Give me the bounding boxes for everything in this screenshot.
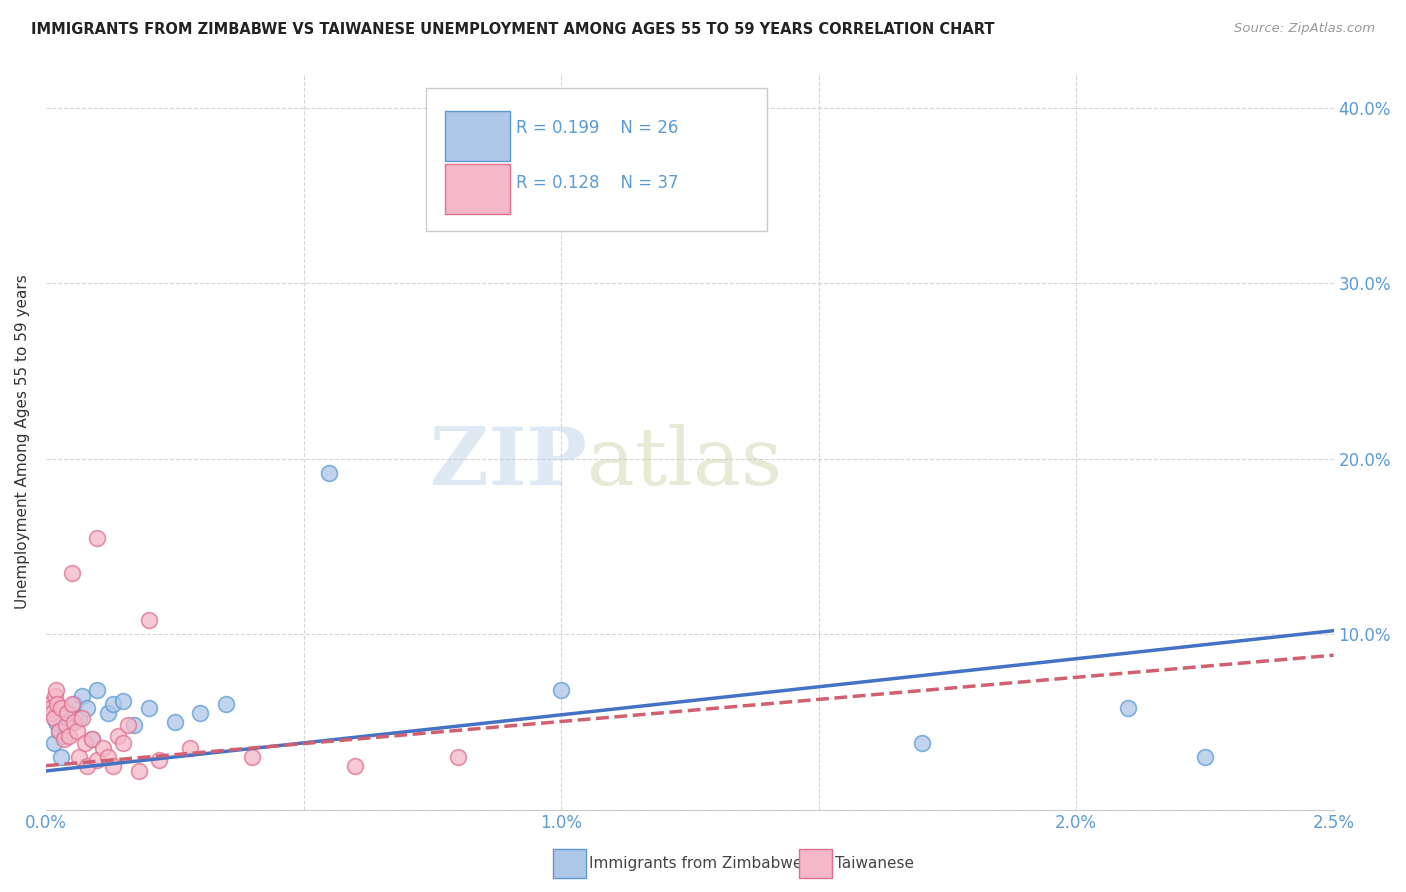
Point: [45, 683, 67, 698]
Point: [91, 741, 114, 756]
Point: [122, 718, 145, 732]
Text: IMMIGRANTS FROM ZIMBABWE VS TAIWANESE UNEMPLOYMENT AMONG AGES 55 TO 59 YEARS COR: IMMIGRANTS FROM ZIMBABWE VS TAIWANESE UN…: [31, 22, 994, 37]
Point: [51, 701, 73, 715]
Text: Source: ZipAtlas.com: Source: ZipAtlas.com: [1234, 22, 1375, 36]
Point: [215, 698, 238, 712]
Text: ZIP: ZIP: [430, 425, 586, 502]
Point: [46, 698, 69, 712]
Point: [55, 706, 77, 720]
FancyBboxPatch shape: [446, 164, 509, 214]
Point: [343, 758, 366, 772]
Point: [58, 729, 80, 743]
Point: [240, 750, 263, 764]
Point: [550, 683, 572, 698]
Point: [97, 750, 120, 764]
Point: [69, 711, 91, 725]
Point: [86, 754, 108, 768]
Point: [76, 758, 98, 772]
Point: [1194, 750, 1216, 764]
Text: R = 0.199    N = 26: R = 0.199 N = 26: [516, 120, 678, 137]
Point: [55, 718, 77, 732]
Point: [138, 613, 160, 627]
Point: [41, 706, 63, 720]
Point: [101, 698, 124, 712]
Point: [82, 732, 104, 747]
Point: [128, 764, 150, 778]
Point: [82, 732, 104, 747]
Point: [44, 689, 66, 703]
Point: [69, 750, 91, 764]
Point: [55, 706, 77, 720]
Point: [48, 723, 70, 738]
Text: R = 0.128    N = 37: R = 0.128 N = 37: [516, 175, 679, 193]
Text: Taiwanese: Taiwanese: [835, 856, 914, 871]
Point: [53, 729, 76, 743]
Point: [76, 701, 98, 715]
Point: [97, 706, 120, 720]
Point: [58, 718, 80, 732]
Point: [910, 736, 932, 750]
Point: [63, 698, 86, 712]
Point: [42, 711, 65, 725]
Point: [163, 714, 186, 729]
FancyBboxPatch shape: [426, 87, 768, 231]
Point: [1116, 701, 1139, 715]
Point: [70, 711, 93, 725]
Y-axis label: Unemployment Among Ages 55 to 59 years: Unemployment Among Ages 55 to 59 years: [15, 274, 30, 608]
Point: [86, 531, 108, 545]
Point: [112, 694, 135, 708]
Text: atlas: atlas: [586, 425, 782, 502]
Point: [53, 732, 76, 747]
Point: [73, 736, 96, 750]
Point: [60, 566, 83, 580]
Point: [42, 736, 65, 750]
Point: [39, 701, 62, 715]
Point: [63, 714, 86, 729]
FancyBboxPatch shape: [446, 112, 509, 161]
Point: [101, 758, 124, 772]
Point: [70, 689, 93, 703]
Point: [447, 750, 470, 764]
Point: [86, 683, 108, 698]
Point: [112, 736, 135, 750]
Point: [39, 698, 62, 712]
Point: [60, 698, 83, 712]
Point: [45, 714, 67, 729]
Point: [138, 701, 160, 715]
Point: [66, 723, 89, 738]
Text: Immigrants from Zimbabwe: Immigrants from Zimbabwe: [589, 856, 803, 871]
Point: [48, 723, 70, 738]
Point: [51, 750, 73, 764]
Point: [107, 729, 129, 743]
Point: [148, 754, 170, 768]
Point: [179, 741, 201, 756]
Point: [190, 706, 212, 720]
Point: [117, 718, 139, 732]
Point: [318, 466, 340, 480]
